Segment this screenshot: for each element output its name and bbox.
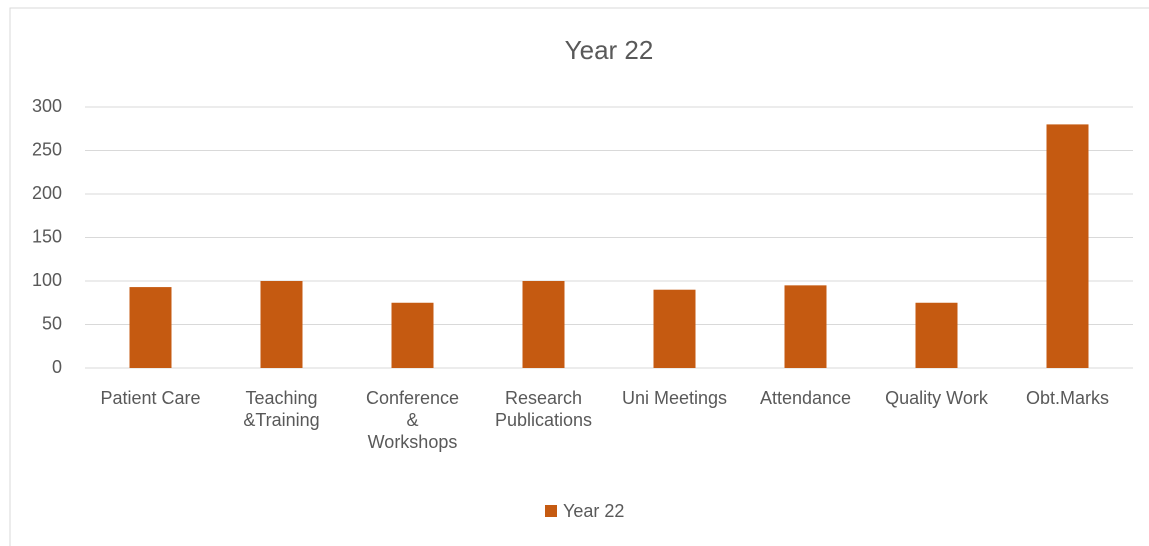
x-tick-label: Quality Work — [885, 388, 989, 408]
bar — [653, 289, 696, 368]
bar — [129, 287, 172, 368]
chart-border — [9, 7, 1149, 546]
bar — [1046, 124, 1089, 369]
y-tick-label: 0 — [52, 357, 62, 377]
x-tick-label: Uni Meetings — [622, 388, 727, 408]
x-tick-label: Obt.Marks — [1026, 388, 1109, 408]
y-tick-label: 300 — [32, 96, 62, 116]
x-tick-label: Patient Care — [100, 388, 200, 408]
bar — [784, 285, 827, 368]
bar — [915, 302, 958, 368]
bar — [522, 281, 565, 368]
y-tick-label: 250 — [32, 139, 62, 159]
y-tick-label: 150 — [32, 226, 62, 246]
x-tick-label: Research Publications — [495, 388, 592, 430]
bar — [260, 281, 303, 368]
legend-swatch — [545, 505, 557, 517]
chart-title: Year 22 — [565, 35, 654, 65]
x-tick-label: Teaching &Training — [243, 388, 319, 430]
x-tick-label: Attendance — [760, 388, 851, 408]
y-tick-label: 100 — [32, 270, 62, 290]
bar — [391, 302, 434, 368]
y-tick-label: 200 — [32, 183, 62, 203]
y-tick-label: 50 — [42, 313, 62, 333]
x-tick-label: Conference & Workshops — [366, 388, 459, 452]
legend-label: Year 22 — [563, 501, 624, 521]
